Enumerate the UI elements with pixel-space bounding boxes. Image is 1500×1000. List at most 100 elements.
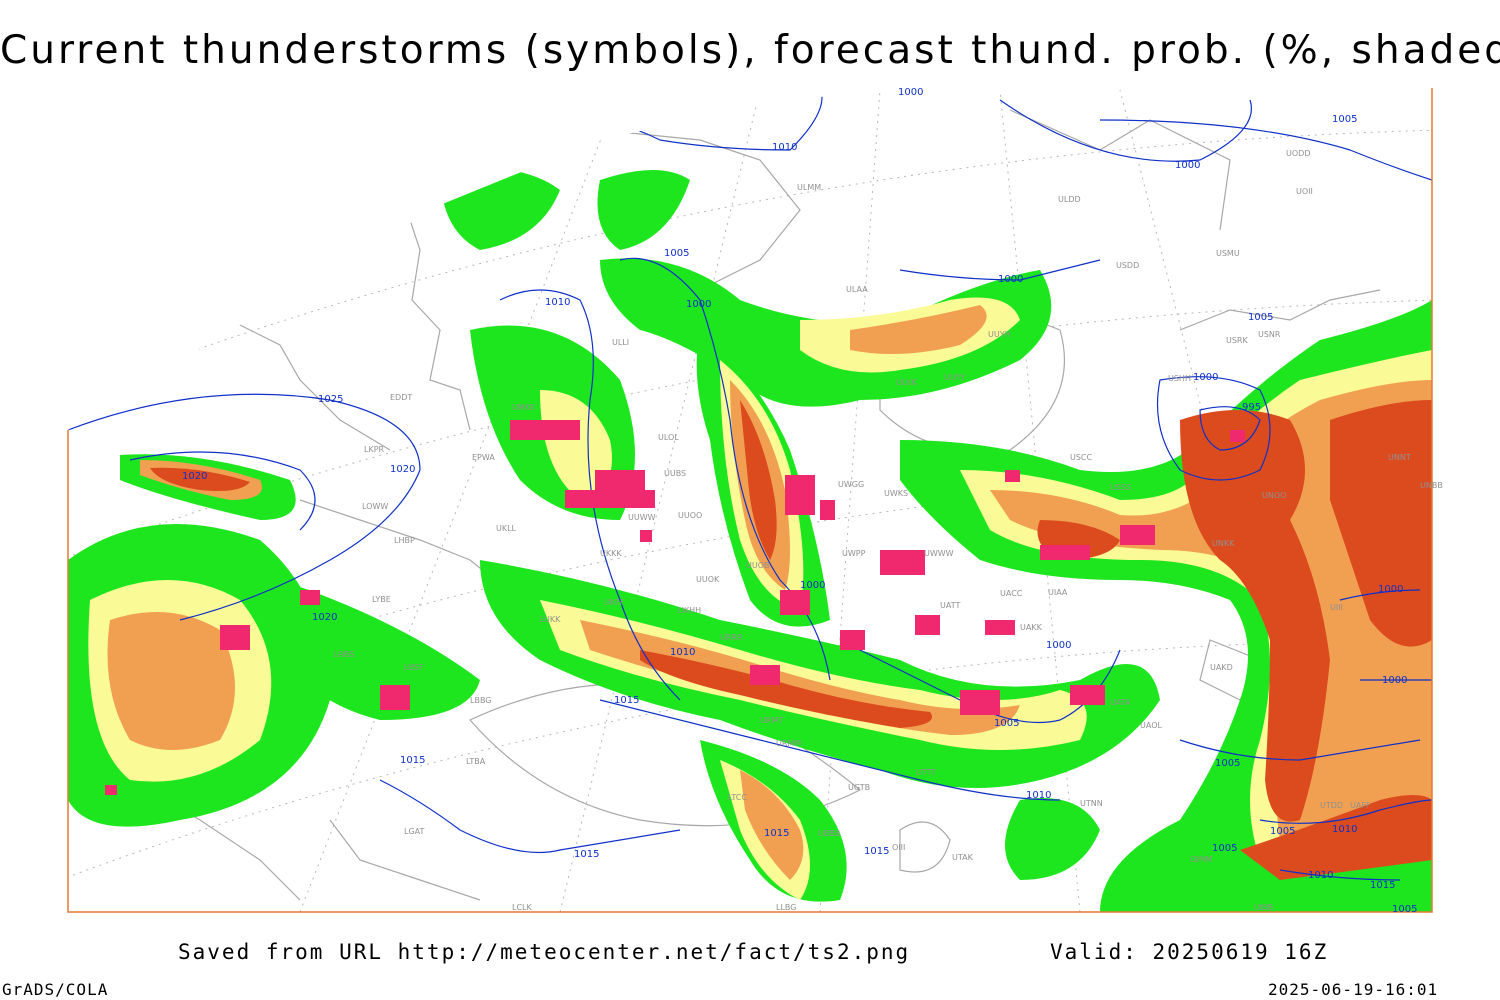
station-label: UODD [1286,149,1310,158]
isobar-label: 1010 [1026,790,1051,801]
isobar-label: 1005 [1248,312,1273,323]
station-label: UIII [1330,603,1343,612]
station-label: UAKK [1020,623,1043,632]
prob-shading-max [150,400,1432,880]
station-labels: ULMM ULDD USDD UOII UODD USMU ULAA USRK … [334,149,1443,912]
station-label: EPWA [472,453,495,462]
station-label: UNKK [1212,539,1235,548]
isobar-label: 1000 [1193,372,1218,383]
isobar-label: 1010 [670,647,695,658]
station-label: UTTT [916,768,936,777]
station-label: ULOL [658,433,679,442]
station-label: UUOB [746,561,770,570]
station-label: UATA [1110,698,1131,707]
isobar-label: 1015 [1370,880,1395,891]
station-label: ULMM [797,183,821,192]
station-label: UGTB [848,783,870,792]
station-label: LYBE [372,595,391,604]
isobar-label: 1025 [318,394,343,405]
station-label: UWGG [838,480,864,489]
isobar-label: 1005 [994,718,1019,729]
station-label: UNBB [1420,481,1443,490]
station-label: LLBG [776,903,796,912]
isobar-label: 1020 [390,464,415,475]
map-frame [67,88,1433,913]
valid-time-text: Valid: 20250619 16Z [1050,940,1329,964]
isobar-label: 995 [1242,402,1261,413]
station-label: USHH [1168,374,1191,383]
station-label: OIMM [1190,855,1213,864]
isobar-label: 1010 [1332,824,1357,835]
station-label: UWPP [842,549,866,558]
isobar-label: 1020 [312,612,337,623]
station-label: ULDD [1058,195,1081,204]
station-label: USSS [1110,483,1131,492]
station-label: ULAA [846,285,868,294]
station-label: UUYY [944,373,966,382]
station-label: LTCC [728,793,747,802]
station-label: ULLI [612,338,629,347]
station-label: LKPR [364,445,385,454]
isobar-label: 1015 [764,828,789,839]
station-label: UUYH [988,330,1011,339]
station-label: LHBP [394,536,415,545]
isobar-label: 1005 [1215,758,1240,769]
station-label: ULKK [896,378,918,387]
station-label: UWKS [884,489,908,498]
station-label: LBSF [404,663,424,672]
station-label: UBBB [818,829,840,838]
isobar-label: 1000 [686,299,711,310]
station-label: UKHH [678,606,701,615]
station-label: UUWW [628,513,656,522]
isobar-label: 1005 [1270,826,1295,837]
station-label: UIBB [1254,903,1273,912]
isobar-label: 1015 [864,846,889,857]
station-label: LBBG [470,696,492,705]
station-label: LGAT [404,827,425,836]
station-label: URMT [760,716,783,725]
station-label: USDD [1116,261,1139,270]
station-label: UUBS [664,469,686,478]
station-label: UNOO [1262,491,1286,500]
station-label: USMU [1216,249,1240,258]
isobar-labels: 1000 1010 1005 1000 1005 1000 1010 1000 … [182,87,1417,915]
isobar-label: 1000 [1046,640,1071,651]
station-label: USNR [1258,330,1281,339]
station-label: UUOK [696,575,720,584]
station-label: UAFF [1350,801,1371,810]
isobar-label: 1000 [998,274,1023,285]
isobar-label: 1000 [1175,160,1200,171]
station-label: OIII [892,843,905,852]
station-label: LOWW [362,502,388,511]
station-label: UNNT [1388,453,1411,462]
station-label: UKFF [604,598,625,607]
isobar-label: 1015 [400,755,425,766]
isobar-label: 1005 [1332,114,1357,125]
station-label: USRK [1226,336,1248,345]
isobar-label: 1010 [1308,870,1333,881]
station-label: UIAA [1048,588,1068,597]
isobar-label: 1015 [614,695,639,706]
station-label: UTDD [1320,801,1343,810]
software-credit: GrADS/COLA [2,980,109,999]
station-label: URMM [776,739,801,748]
isobar-label: 1000 [898,87,923,98]
station-label: EDDT [390,393,412,402]
isobar-label: 1005 [1392,904,1417,915]
isobar-label: 1015 [574,849,599,860]
map-title: Current thunderstorms (symbols), forecas… [0,28,1500,73]
station-label: UATT [940,601,960,610]
station-label: UOII [1296,187,1313,196]
station-label: LRBS [334,650,354,659]
thunderstorm-symbols [105,420,1245,795]
station-label: UACC [1000,589,1023,598]
station-label: UKLL [496,524,517,533]
station-label: UMKK [512,403,536,412]
station-label: UKKK [600,549,622,558]
station-label: UAOL [1140,721,1162,730]
isobar-label: 1000 [800,580,825,591]
generated-timestamp: 2025-06-19-16:01 [1268,980,1439,999]
isobar-label: 1010 [772,142,797,153]
station-label: UWWW [924,549,954,558]
